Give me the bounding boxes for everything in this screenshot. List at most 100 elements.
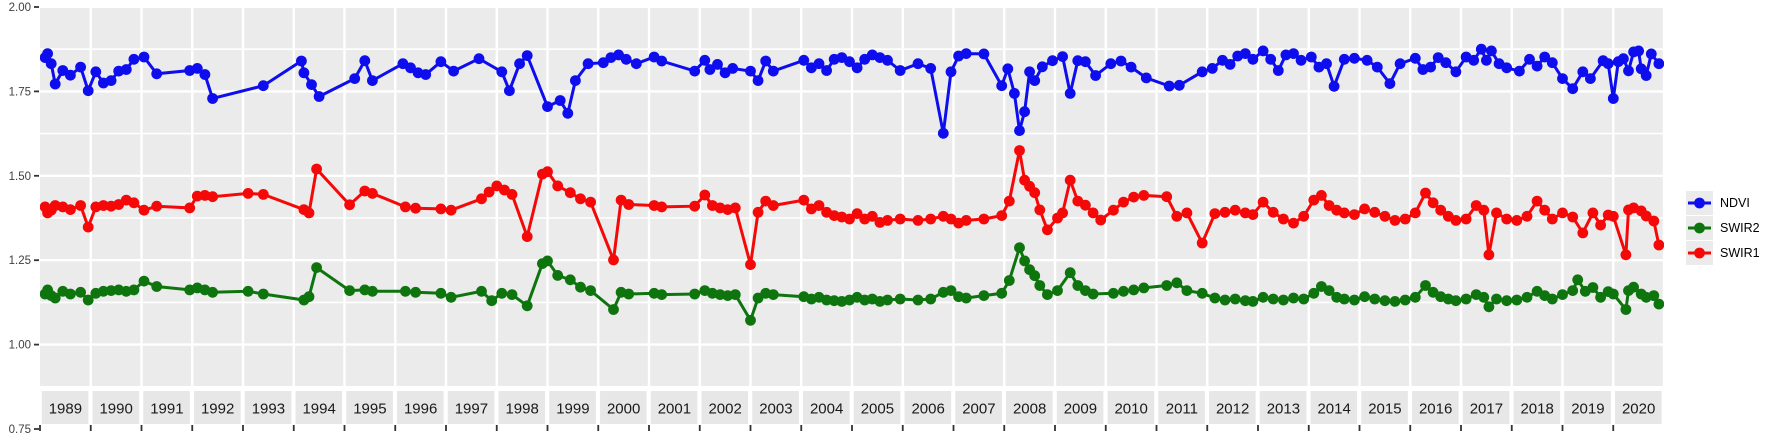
data-point bbox=[585, 196, 596, 208]
data-point bbox=[1087, 288, 1099, 300]
data-point bbox=[400, 201, 411, 213]
data-point bbox=[1577, 227, 1589, 239]
data-point bbox=[1478, 291, 1490, 303]
year-strip bbox=[1006, 391, 1053, 424]
year-strip bbox=[549, 391, 596, 424]
data-point bbox=[1267, 293, 1279, 305]
year-strip-label: 1993 bbox=[252, 401, 285, 418]
data-point bbox=[1288, 217, 1299, 229]
data-point bbox=[49, 78, 61, 90]
data-point bbox=[1080, 199, 1091, 211]
data-point bbox=[1432, 52, 1444, 63]
data-point bbox=[1095, 214, 1107, 226]
swir2-line-point-icon bbox=[1686, 216, 1713, 240]
data-point bbox=[1338, 207, 1350, 219]
year-strip-label: 2006 bbox=[911, 401, 944, 418]
data-point bbox=[521, 231, 533, 243]
data-point bbox=[1181, 207, 1193, 219]
data-point bbox=[767, 289, 779, 300]
data-point bbox=[1009, 88, 1020, 99]
data-point bbox=[656, 55, 668, 67]
data-point bbox=[752, 75, 764, 86]
data-point bbox=[138, 51, 150, 63]
year-strip-label: 2015 bbox=[1368, 401, 1401, 418]
data-point bbox=[912, 215, 924, 226]
data-point bbox=[1181, 285, 1193, 296]
data-point bbox=[349, 73, 361, 84]
data-point bbox=[359, 55, 371, 67]
data-point bbox=[1140, 72, 1152, 84]
data-point bbox=[552, 180, 564, 192]
data-point bbox=[1491, 293, 1502, 305]
data-point bbox=[90, 66, 102, 78]
data-point bbox=[925, 213, 937, 225]
data-point bbox=[960, 215, 972, 226]
y-axis-label: 1.50 bbox=[9, 171, 31, 183]
data-point bbox=[1389, 215, 1401, 226]
data-point bbox=[1460, 293, 1472, 305]
ndvi-line-point-icon bbox=[1686, 191, 1713, 215]
data-point bbox=[1440, 57, 1452, 69]
data-point bbox=[75, 200, 86, 211]
data-point bbox=[1042, 289, 1053, 300]
data-point bbox=[1587, 207, 1599, 219]
data-point bbox=[435, 56, 447, 68]
year-strip-label: 2007 bbox=[962, 401, 995, 418]
data-point bbox=[945, 285, 957, 296]
year-strip-label: 1998 bbox=[505, 401, 538, 418]
year-strip-label: 1997 bbox=[455, 401, 488, 418]
data-point bbox=[689, 200, 701, 212]
data-point bbox=[1128, 191, 1140, 203]
data-point bbox=[1229, 293, 1241, 305]
data-point bbox=[1623, 65, 1634, 77]
data-point bbox=[1361, 54, 1373, 66]
data-point bbox=[844, 213, 855, 225]
data-point bbox=[1173, 79, 1185, 91]
legend-label-swir1: SWIR1 bbox=[1720, 246, 1760, 260]
legend-key-point bbox=[1694, 222, 1705, 234]
data-point bbox=[570, 75, 581, 86]
data-point bbox=[344, 199, 355, 211]
data-point bbox=[82, 85, 94, 97]
legend-key-point bbox=[1694, 197, 1705, 209]
data-point bbox=[1171, 277, 1183, 289]
data-point bbox=[151, 281, 163, 292]
data-point bbox=[1257, 196, 1269, 208]
data-point bbox=[65, 204, 76, 216]
data-point bbox=[1349, 294, 1360, 306]
y-axis-label: 1.75 bbox=[9, 86, 31, 98]
data-point bbox=[960, 48, 972, 59]
data-point bbox=[608, 254, 619, 266]
data-point bbox=[729, 289, 741, 300]
year-strip-label: 1994 bbox=[302, 401, 335, 418]
data-point bbox=[1295, 54, 1307, 66]
data-point bbox=[1511, 215, 1523, 226]
data-point bbox=[552, 270, 564, 281]
year-strip-label: 2014 bbox=[1317, 401, 1350, 418]
data-point bbox=[1105, 58, 1117, 70]
data-point bbox=[1024, 66, 1035, 78]
data-point bbox=[630, 58, 642, 70]
data-point bbox=[727, 63, 739, 74]
data-point bbox=[1379, 210, 1391, 222]
y-axis-label: 1.25 bbox=[9, 255, 31, 267]
data-point bbox=[978, 213, 990, 225]
data-point bbox=[575, 193, 586, 205]
data-point bbox=[242, 188, 254, 199]
year-strip bbox=[41, 391, 89, 424]
data-point bbox=[978, 290, 990, 301]
year-strip bbox=[1462, 391, 1510, 424]
data-point bbox=[1409, 52, 1421, 64]
data-point bbox=[303, 291, 315, 303]
data-layer bbox=[40, 43, 1664, 326]
data-point bbox=[313, 91, 325, 102]
data-point bbox=[1036, 61, 1048, 73]
data-point bbox=[1029, 270, 1041, 282]
year-strip-label: 2018 bbox=[1520, 401, 1553, 418]
data-point bbox=[996, 80, 1008, 92]
data-point bbox=[1359, 203, 1370, 215]
data-point bbox=[1034, 280, 1046, 291]
data-point bbox=[65, 288, 76, 300]
data-point bbox=[1653, 58, 1664, 70]
